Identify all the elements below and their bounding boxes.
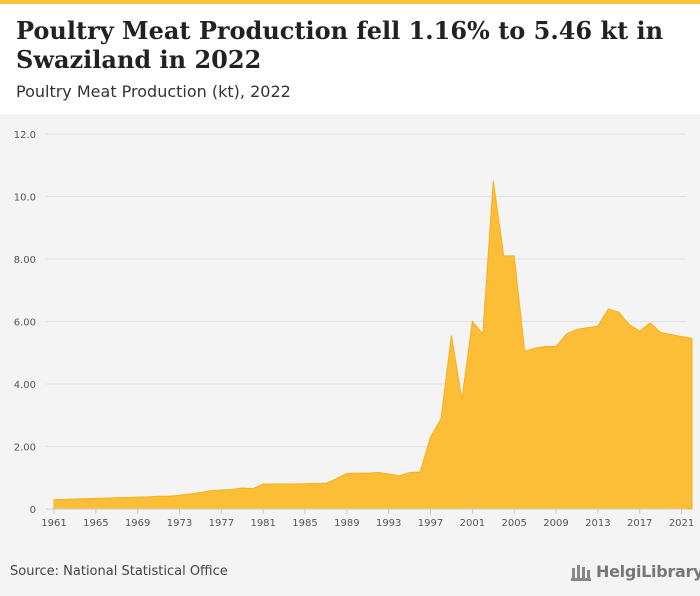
data-point [481, 332, 485, 336]
data-point [575, 327, 579, 331]
data-point [502, 254, 506, 258]
data-point [564, 332, 568, 336]
x-tick-label: 1981 [250, 518, 275, 529]
data-point [397, 474, 401, 478]
x-tick-label: 1989 [334, 518, 359, 529]
x-tick-label: 1985 [292, 518, 317, 529]
data-point [219, 488, 223, 492]
x-tick-label: 1977 [209, 518, 234, 529]
x-tick-label: 2001 [460, 518, 485, 529]
y-tick-label: 6.00 [14, 318, 36, 329]
x-tick-label: 1965 [83, 518, 108, 529]
data-point [638, 329, 642, 333]
data-point [491, 179, 495, 183]
y-axis-ticks: 0 2.00 4.00 6.00 8.00 10.0 12.0 [14, 130, 36, 516]
x-tick-label: 2017 [627, 518, 652, 529]
data-point [429, 435, 433, 439]
data-point [554, 345, 558, 349]
series-area [53, 180, 693, 510]
data-point [690, 336, 694, 340]
data-point [125, 495, 129, 499]
data-point [282, 482, 286, 486]
data-point [198, 490, 202, 494]
data-point [146, 495, 150, 499]
data-point [627, 323, 631, 327]
data-point [439, 417, 443, 421]
data-point [83, 497, 87, 501]
x-tick-label: 2013 [585, 518, 610, 529]
data-point [680, 335, 684, 339]
data-point [104, 496, 108, 500]
data-point [596, 324, 600, 328]
data-point [272, 482, 276, 486]
data-point [585, 326, 589, 330]
x-axis: 1961 1965 1969 1973 1977 1981 1985 1989 1993 1997… [41, 508, 694, 529]
y-tick-label: 8.00 [14, 255, 36, 266]
data-point [544, 345, 548, 349]
data-point [136, 495, 140, 499]
data-point [230, 487, 234, 491]
data-point [355, 471, 359, 475]
data-point [240, 486, 244, 490]
chart-title: Poultry Meat Production fell 1.16% to 5.… [16, 16, 664, 74]
data-point [659, 330, 663, 334]
data-point [157, 494, 161, 498]
data-point [334, 477, 338, 481]
data-point [73, 497, 77, 501]
data-point [408, 470, 412, 474]
data-point [178, 493, 182, 497]
chart-header: Poultry Meat Production fell 1.16% to 5.… [0, 4, 700, 114]
data-point [470, 320, 474, 324]
data-point [449, 334, 453, 338]
data-point [418, 470, 422, 474]
data-point [366, 471, 370, 475]
accent-bar [0, 0, 700, 4]
data-point [648, 321, 652, 325]
helgi-library-logo[interactable]: HelgiLibrary [570, 560, 700, 584]
data-point [303, 482, 307, 486]
data-point [533, 346, 537, 350]
x-tick-label: 2009 [543, 518, 568, 529]
chart-subtitle: Poultry Meat Production (kt), 2022 [16, 82, 291, 101]
data-point [62, 497, 66, 501]
source-note: Source: National Statistical Office [10, 564, 228, 579]
logo-text: HelgiLibrary [596, 562, 700, 581]
data-point [376, 470, 380, 474]
data-point [313, 481, 317, 485]
data-point [617, 310, 621, 314]
data-point [94, 496, 98, 500]
y-tick-label: 2.00 [14, 443, 36, 454]
x-tick-label: 1969 [125, 518, 150, 529]
library-building-icon [571, 565, 591, 581]
data-point [261, 482, 265, 486]
data-point [669, 333, 673, 337]
x-tick-label: 1993 [376, 518, 401, 529]
x-tick-label: 2005 [501, 518, 526, 529]
data-point [460, 398, 464, 402]
data-point [293, 482, 297, 486]
y-tick-label: 12.0 [14, 130, 36, 141]
y-tick-label: 10.0 [14, 193, 36, 204]
data-point [345, 471, 349, 475]
data-point [188, 492, 192, 496]
data-point [606, 307, 610, 311]
data-point [209, 489, 213, 493]
data-point [523, 349, 527, 353]
data-point [324, 481, 328, 485]
x-tick-label: 2021 [669, 518, 694, 529]
y-tick-label: 0 [30, 505, 36, 516]
data-point [387, 472, 391, 476]
x-tick-label: 1973 [167, 518, 192, 529]
data-point [52, 498, 56, 502]
y-tick-label: 4.00 [14, 380, 36, 391]
area-layer [52, 179, 694, 510]
data-point [115, 496, 119, 500]
data-point [251, 487, 255, 491]
data-point [512, 254, 516, 258]
data-point [167, 494, 171, 498]
x-tick-label: 1997 [418, 518, 443, 529]
x-tick-label: 1961 [41, 518, 66, 529]
